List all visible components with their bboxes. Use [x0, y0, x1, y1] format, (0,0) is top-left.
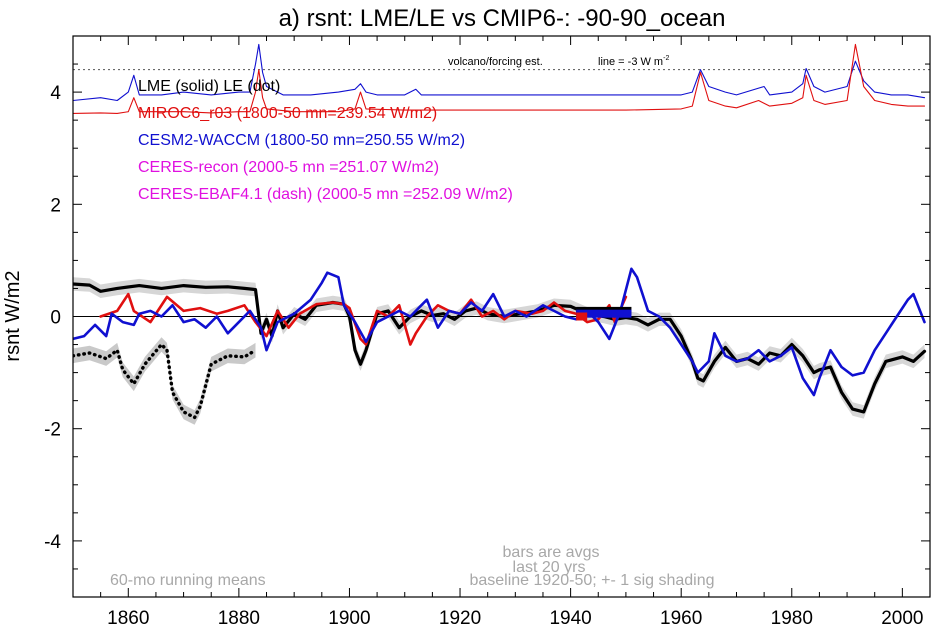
bars-note-line2: last 20 yrs [513, 559, 586, 576]
bars-note-line1: bars are avgs [503, 544, 600, 561]
line-note-superscript: -2 [663, 55, 669, 62]
series-line-3 [73, 267, 926, 397]
shading-band-1 [73, 337, 256, 425]
line-note-annotation: line = -3 W m-2 [598, 55, 669, 68]
avg-bar-2 [576, 312, 588, 321]
line-note-text: line = -3 W m [598, 56, 663, 68]
x-tick-label-1980: 1980 [771, 608, 813, 629]
x-tick-label-1880: 1880 [218, 608, 260, 629]
legend-entry-0: LME (solid) LE (dot) [138, 78, 280, 95]
x-tick-label-1920: 1920 [439, 608, 481, 629]
legend-entry-2: CESM2-WACCM (1800-50 mn=250.55 W/m2) [138, 132, 465, 149]
y-tick-label-2: 2 [50, 195, 61, 216]
data-layer [73, 43, 930, 425]
chart-title: a) rsnt: LME/LE vs CMIP6-: -90-90_ocean [279, 5, 726, 32]
x-tick-label-1960: 1960 [660, 608, 702, 629]
shading-band-0 [73, 277, 925, 419]
baseline-note: baseline 1920-50; +- 1 sig shading [469, 572, 714, 589]
y-tick-label--4: -4 [44, 532, 61, 553]
running-mean-note: 60-mo running means [110, 572, 266, 589]
plot-area: 1860 1880 1900 1920 1940 1960 1980 2000 -4 -2 0 2 4 [44, 35, 931, 629]
series-line-1 [73, 342, 258, 420]
avg-bar-1 [576, 309, 632, 318]
x-tick-label-1860: 1860 [107, 608, 149, 629]
series-line-5 [73, 43, 926, 114]
x-tick-label-1940: 1940 [549, 608, 591, 629]
legend-entry-3: CERES-recon (2000-5 mn =251.07 W/m2) [138, 159, 439, 176]
y-tick-label-4: 4 [50, 83, 61, 104]
y-tick-label-0: 0 [50, 308, 61, 329]
series-line-4 [73, 43, 926, 102]
x-tick-label-1900: 1900 [328, 608, 370, 629]
annotations: volcano/forcing est. line = -3 W m-2 60-… [110, 55, 715, 589]
y-axis-label: rsnt W/m2 [2, 270, 24, 361]
legend-entry-4: CERES-EBAF4.1 (dash) (2000-5 mn =252.09 … [138, 186, 513, 203]
volcano-annotation: volcano/forcing est. [448, 56, 543, 68]
legend: LME (solid) LE (dot) MIROC6_r03 (1800-50 … [138, 78, 513, 203]
x-tick-label-2000: 2000 [881, 608, 923, 629]
y-tick-label--2: -2 [44, 420, 61, 441]
legend-entry-1: MIROC6_r03 (1800-50 mn=239.54 W/m2) [138, 105, 437, 122]
